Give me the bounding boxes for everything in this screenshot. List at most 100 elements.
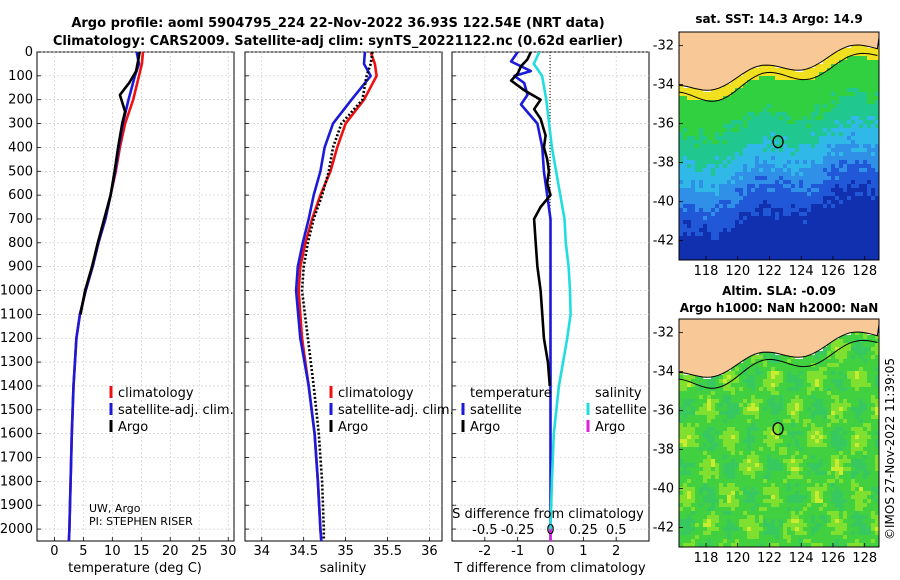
map-cell	[767, 435, 772, 440]
map-cell	[799, 228, 804, 233]
map-cell	[727, 403, 732, 408]
map-cell	[783, 523, 788, 528]
map-cell	[775, 172, 780, 177]
map-cell	[767, 487, 772, 492]
map-cell	[863, 60, 868, 65]
map-cell	[731, 463, 736, 468]
map-cell	[743, 112, 748, 117]
map-cell	[751, 212, 756, 217]
map-cell	[855, 427, 860, 432]
map-cell	[823, 367, 828, 372]
map-cell	[783, 451, 788, 456]
map-cell	[803, 172, 808, 177]
map-cell	[739, 180, 744, 185]
map-cell	[747, 216, 752, 221]
map-cell	[791, 212, 796, 217]
map-cell	[855, 363, 860, 368]
map-cell	[719, 431, 724, 436]
map-cell	[803, 216, 808, 221]
map-cell	[679, 184, 684, 189]
map-cell	[739, 535, 744, 540]
map-cell	[867, 495, 872, 500]
map-cell	[851, 116, 856, 121]
map-cell	[763, 188, 768, 193]
map-cell	[815, 427, 820, 432]
map-cell	[687, 419, 692, 424]
map-cell	[795, 208, 800, 213]
map-cell	[735, 76, 740, 81]
map-cell	[687, 459, 692, 464]
map-cell	[827, 523, 832, 528]
map-cell	[783, 200, 788, 205]
map-cell	[775, 395, 780, 400]
map-cell	[727, 200, 732, 205]
map-cell	[875, 152, 879, 157]
map-cell	[775, 188, 780, 193]
map-cell	[783, 511, 788, 516]
map-cell	[747, 411, 752, 416]
map-cell	[811, 367, 816, 372]
map-cell	[855, 343, 860, 348]
map-cell	[711, 184, 716, 189]
map-cell	[743, 411, 748, 416]
map-cell	[827, 483, 832, 488]
map-cell	[823, 531, 828, 536]
map-cell	[683, 232, 688, 237]
map-cell	[743, 379, 748, 384]
map-cell	[715, 415, 720, 420]
map-cell	[719, 435, 724, 440]
map-cell	[863, 335, 868, 340]
map-cell	[815, 188, 820, 193]
map-cell	[791, 403, 796, 408]
map-cell	[787, 479, 792, 484]
map-cell	[807, 244, 812, 249]
map-cell	[827, 252, 832, 257]
map-cell	[739, 172, 744, 177]
map-cell	[695, 252, 700, 257]
map-cell	[763, 447, 768, 452]
map-cell	[875, 232, 879, 237]
map-cell	[839, 391, 844, 396]
map-cell	[815, 140, 820, 145]
map-cell	[839, 88, 844, 93]
map-cell	[855, 535, 860, 540]
map-cell	[851, 220, 856, 225]
map-cell	[767, 379, 772, 384]
map-cell	[839, 495, 844, 500]
map-cell	[715, 164, 720, 169]
map-cell	[875, 176, 879, 181]
map-cell	[711, 535, 716, 540]
map-cell	[759, 463, 764, 468]
map-cell	[807, 172, 812, 177]
map-cell	[871, 244, 876, 249]
map-cell	[851, 176, 856, 181]
map-cell	[867, 252, 872, 257]
map-cell	[755, 116, 760, 121]
map-cell	[859, 104, 864, 109]
map-cell	[863, 403, 868, 408]
map-cell	[715, 224, 720, 229]
map-cell	[703, 511, 708, 516]
map-cell	[751, 427, 756, 432]
map-cell	[767, 447, 772, 452]
map-cell	[707, 176, 712, 181]
map-cell	[755, 419, 760, 424]
map-cell	[799, 144, 804, 149]
map-cell	[735, 455, 740, 460]
map-cell	[847, 108, 852, 113]
map-cell	[695, 475, 700, 480]
map-cell	[735, 96, 740, 101]
map-cell	[751, 180, 756, 185]
map-cell	[731, 228, 736, 233]
map-cell	[699, 531, 704, 536]
map-cell	[703, 519, 708, 524]
map-cell	[687, 531, 692, 536]
map-cell	[867, 427, 872, 432]
map-cell	[823, 160, 828, 165]
map-cell	[863, 359, 868, 364]
map-cell	[719, 160, 724, 165]
map-cell	[747, 196, 752, 201]
map-cell	[843, 200, 848, 205]
map-cell	[851, 240, 856, 245]
map-cell	[835, 196, 840, 201]
